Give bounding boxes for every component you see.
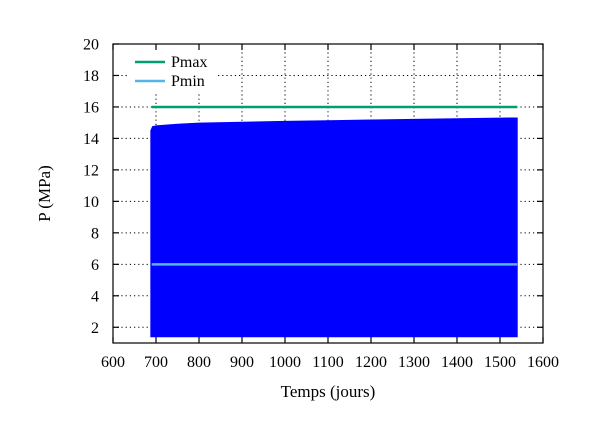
x-tick-label: 1500 bbox=[484, 354, 516, 371]
x-tick-label: 1000 bbox=[269, 354, 301, 371]
x-tick-label: 700 bbox=[144, 354, 168, 371]
x-tick-label: 800 bbox=[187, 354, 211, 371]
y-tick-label: 18 bbox=[83, 68, 99, 85]
legend-label-pmax: Pmax bbox=[171, 54, 207, 71]
pressure-oscillation-band bbox=[150, 117, 518, 338]
y-tick-label: 12 bbox=[83, 162, 99, 179]
y-tick-label: 8 bbox=[91, 225, 99, 242]
x-tick-label: 1600 bbox=[527, 354, 559, 371]
y-tick-label: 2 bbox=[91, 320, 99, 337]
axes: 600 700 800 900 1000 1100 1200 1300 1400 1500 1600… bbox=[83, 37, 559, 372]
x-tick-label: 1300 bbox=[398, 354, 430, 371]
legend-label-pmin: Pmin bbox=[171, 73, 205, 90]
plot-area bbox=[150, 105, 518, 338]
y-tick-label: 16 bbox=[83, 99, 99, 116]
legend: Pmax Pmin bbox=[128, 50, 218, 92]
x-tick-label: 1100 bbox=[312, 354, 343, 371]
x-tick-label: 900 bbox=[230, 354, 254, 371]
x-axis-label: Temps (jours) bbox=[281, 382, 376, 401]
x-tick-label: 1400 bbox=[441, 354, 473, 371]
legend-background bbox=[128, 50, 218, 92]
x-tick-label: 600 bbox=[101, 354, 125, 371]
y-tick-label: 20 bbox=[83, 37, 99, 54]
y-tick-label: 14 bbox=[83, 131, 99, 148]
y-tick-label: 10 bbox=[83, 194, 99, 211]
y-tick-label: 4 bbox=[91, 288, 99, 305]
y-tick-label: 6 bbox=[91, 257, 99, 274]
x-tick-label: 1200 bbox=[355, 354, 387, 371]
y-axis-label: P (MPa) bbox=[35, 165, 54, 222]
